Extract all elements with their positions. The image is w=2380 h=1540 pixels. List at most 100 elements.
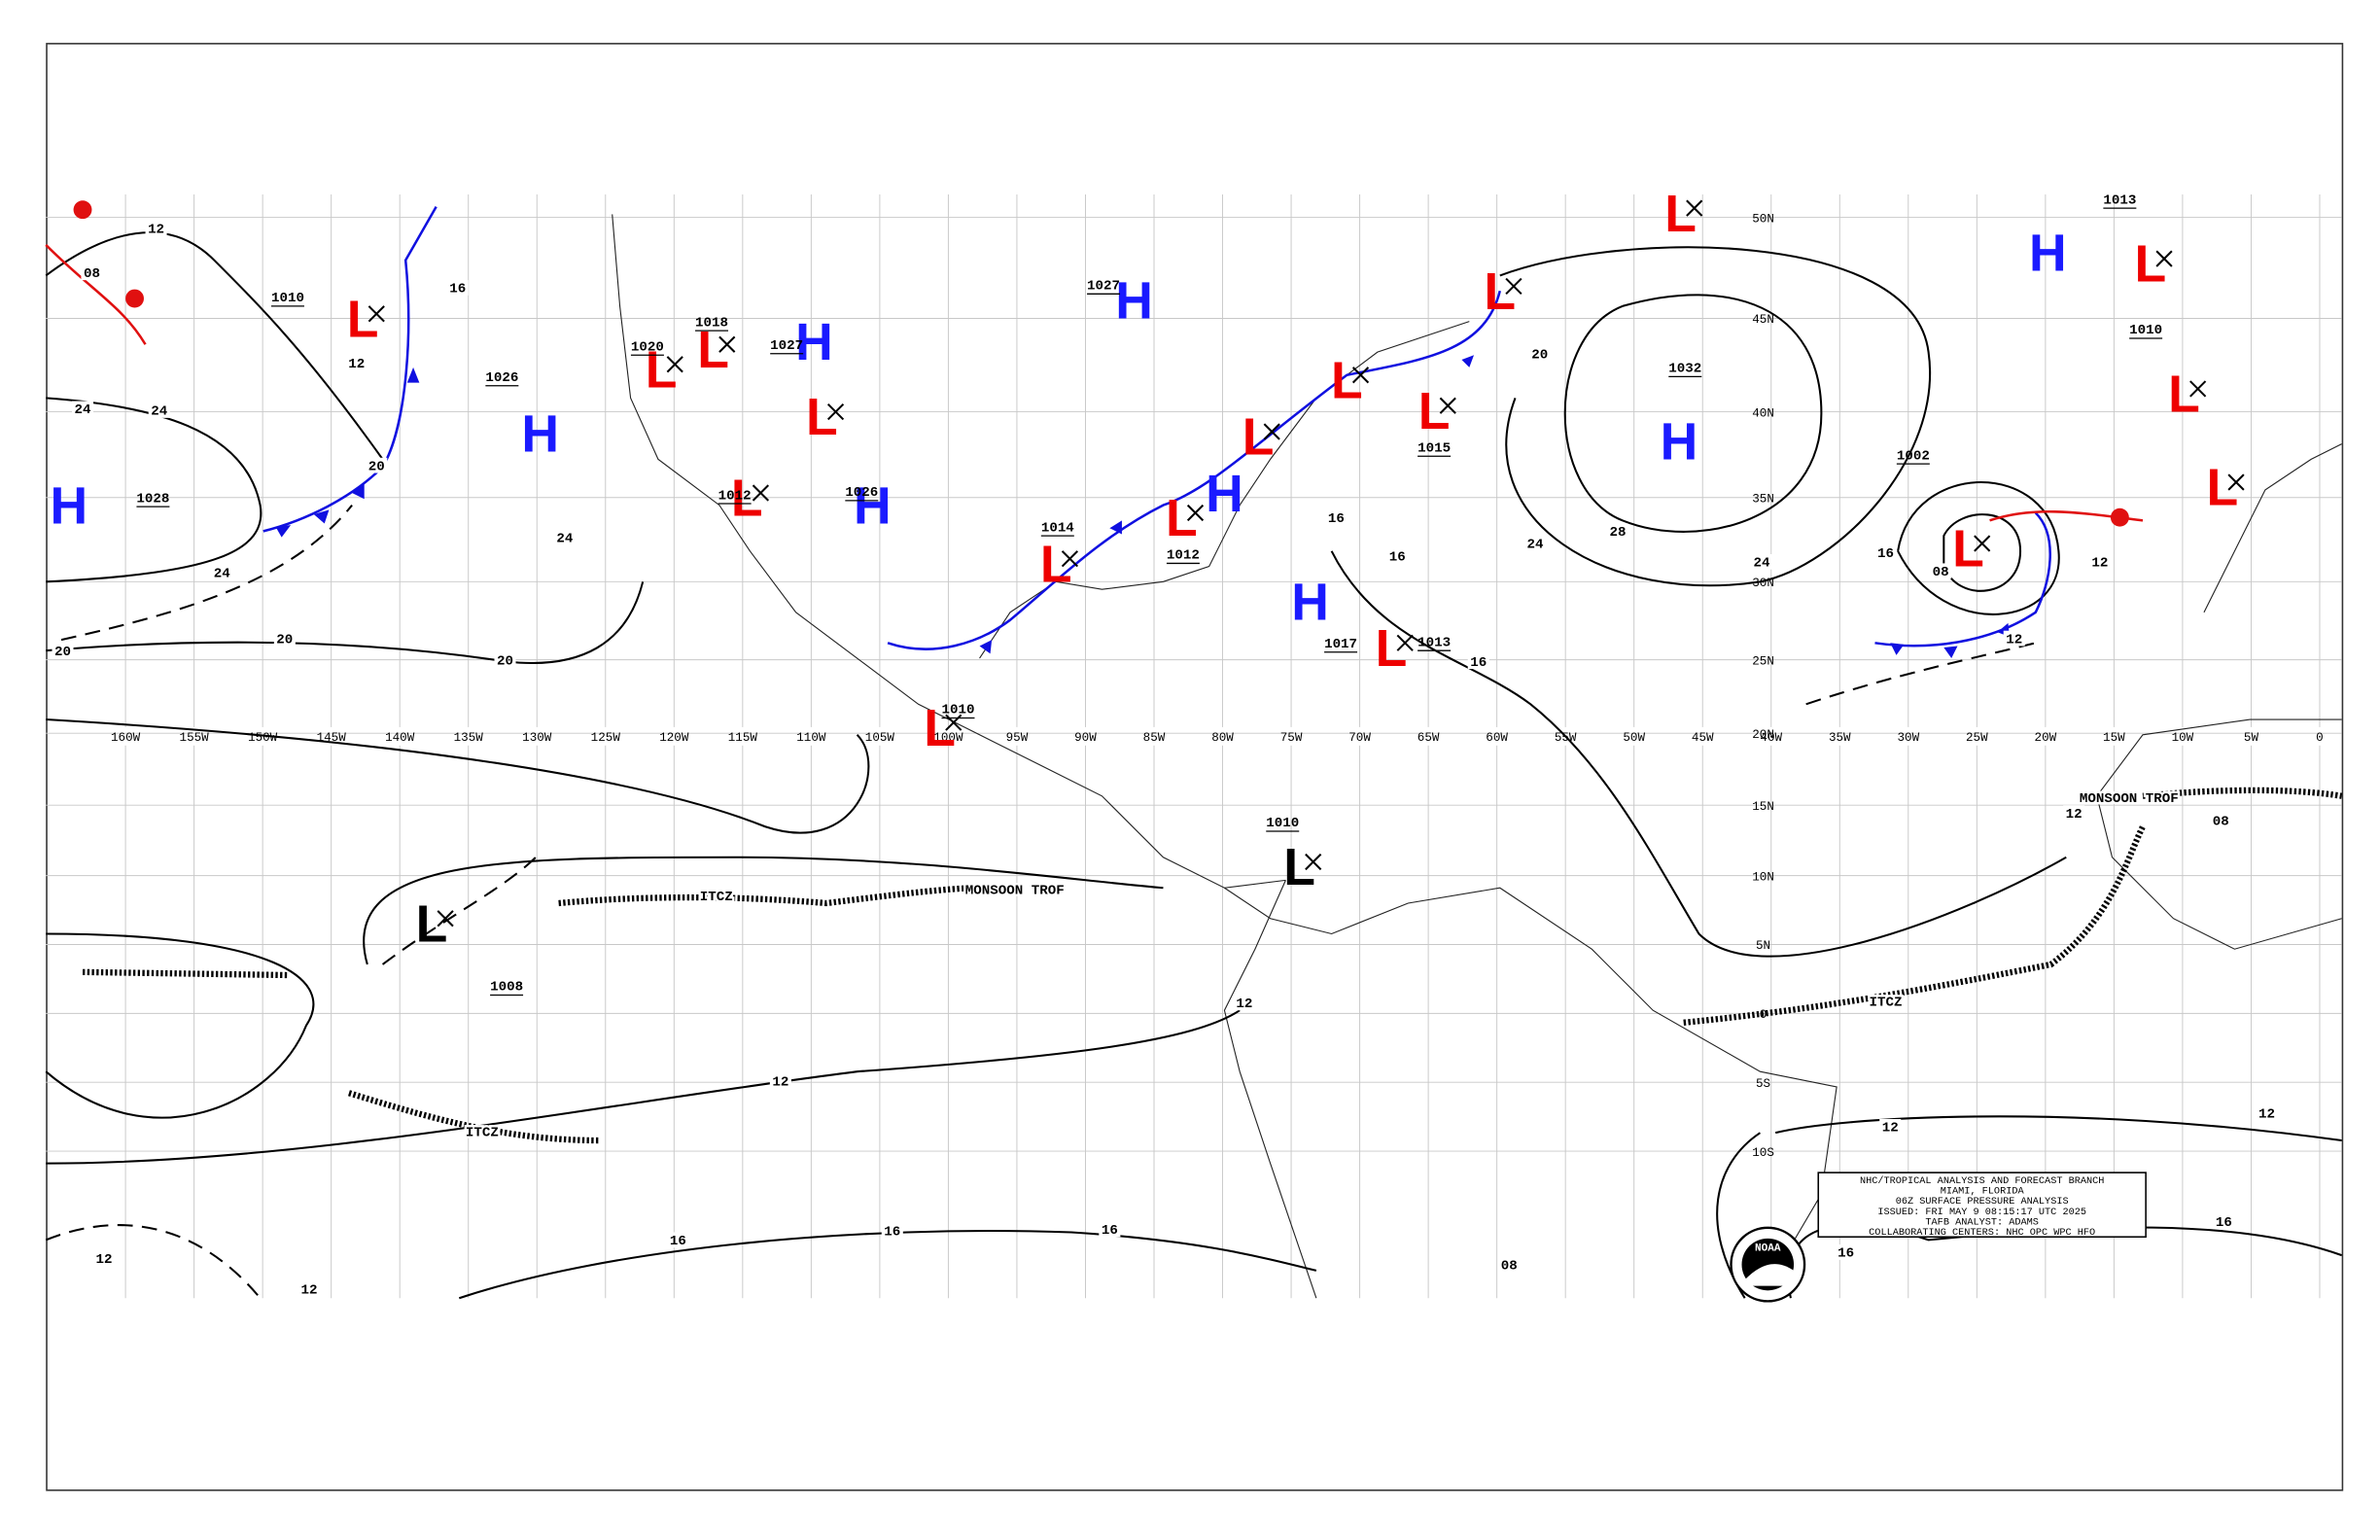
isobar (1499, 246, 1932, 587)
center-pressure: 1010 (942, 703, 975, 718)
isobar-label: 08 (1933, 565, 1949, 580)
troughs (82, 787, 2343, 1144)
latitude-label: 10N (1752, 870, 1774, 884)
title-line: COLLABORATING CENTERS: NHC OPC WPC HFO (1869, 1227, 2095, 1239)
longitude-label: 20W (2035, 731, 2057, 745)
center-symbol: L (347, 291, 379, 348)
isobar-label: 12 (301, 1282, 318, 1298)
itcz-band (1683, 824, 2146, 1026)
isobar-label: 16 (2216, 1215, 2232, 1231)
center-mark (1351, 367, 1370, 384)
center-pressure: 1027 (770, 338, 803, 354)
longitude-label: 135W (454, 731, 484, 745)
isobar-label: 16 (1877, 546, 1894, 562)
isobar-label: 16 (1328, 511, 1345, 527)
center-symbol: H (1661, 413, 1698, 471)
latitude-label: 45N (1752, 313, 1774, 327)
center-mark (437, 910, 454, 928)
longitude-label: 10W (2172, 731, 2194, 745)
lon-label-box (1271, 726, 1312, 746)
isobar-label: 20 (54, 645, 71, 660)
isobar-label: 12 (2091, 556, 2108, 572)
latitude-label: 15N (1752, 800, 1774, 814)
isobar-label-box (1523, 536, 1547, 551)
isobar-label-box (1325, 509, 1348, 526)
center-mark (368, 305, 385, 323)
center-pressure: 1032 (1668, 362, 1701, 377)
latitude-label: 50N (1752, 212, 1774, 226)
longitude-label: 140W (385, 731, 415, 745)
lon-label-box (1340, 726, 1381, 746)
isobar-label: 16 (1470, 655, 1487, 671)
front-symbol (275, 525, 292, 538)
isobar-label-box (1930, 563, 1952, 579)
front-symbol (125, 289, 144, 308)
lon-label-box (2093, 726, 2134, 746)
latitude-label: 5S (1756, 1077, 1770, 1091)
isobar-label-box (1528, 345, 1551, 362)
center-symbol: H (1206, 466, 1243, 523)
lon-label-box (448, 726, 489, 746)
longitude-label: 115W (728, 731, 758, 745)
feature-label: ITCZ (700, 890, 733, 905)
lon-label-box (1888, 726, 1929, 746)
isobar (45, 231, 384, 460)
isobar-label: 20 (276, 632, 293, 648)
monsoon-band (2142, 787, 2343, 799)
center-pressure: 1010 (2129, 323, 2162, 338)
center-pressure: 1010 (271, 291, 304, 306)
isobar (46, 718, 870, 834)
center-symbol: L (416, 895, 448, 953)
isobar-label-box (1835, 1244, 1857, 1260)
isobar-label-box (1498, 1256, 1521, 1273)
lon-label-box (997, 726, 1037, 746)
labels: 160W 155W 150W 145W 140W 135W 130W 125W 120W 115W… (52, 212, 2324, 1298)
isobar-label-box (345, 355, 368, 371)
isobar-label-box (494, 651, 516, 668)
longitude-label: 90W (1074, 731, 1097, 745)
longitude-label: 110W (796, 731, 826, 745)
longitude-label: 50W (1623, 731, 1645, 745)
longitude-label: 120W (659, 731, 689, 745)
isobar-label-box (446, 280, 469, 296)
cold-front (1874, 511, 2051, 648)
isobar (45, 932, 315, 1119)
center-mark (2155, 250, 2173, 267)
isobar-label-box (2210, 813, 2232, 828)
cold-front (887, 290, 1502, 650)
isobar-label: 08 (2213, 815, 2229, 830)
isobar-label-box (52, 643, 74, 659)
lon-label-box (2025, 726, 2066, 746)
isobar-label: 16 (670, 1234, 686, 1249)
lon-label-box (1066, 726, 1105, 746)
isobar-label-box (1099, 1221, 1121, 1238)
front-symbol (313, 509, 330, 524)
isobar-label: 20 (1531, 347, 1548, 363)
trough-dashed (60, 504, 353, 642)
isobar-label: 16 (884, 1225, 900, 1241)
isobar-label-box (2088, 553, 2111, 570)
lon-label-box (2162, 726, 2203, 746)
longitude-label: 95W (1006, 731, 1029, 745)
center-symbol: L (924, 700, 956, 757)
coast-south-america-west (1223, 880, 1317, 1299)
title-box (1817, 1172, 2147, 1239)
longitude-label: 40W (1760, 731, 1782, 745)
center-pressure: 1020 (631, 340, 664, 356)
title-block: NHC/TROPICAL ANALYSIS AND FORECAST BRANC… (1817, 1172, 2147, 1239)
longitude-label: 100W (933, 731, 963, 745)
center-mark (1439, 397, 1456, 414)
isobar-label-box (1467, 653, 1489, 670)
isobar (1774, 1115, 2342, 1142)
isobar (458, 1230, 1317, 1300)
center-symbol: L (1283, 839, 1315, 896)
latitude-label: 30N (1752, 577, 1774, 590)
lon-label-box (1751, 726, 1792, 746)
isobar-label-box (2063, 805, 2085, 821)
center-mark (1396, 634, 1414, 651)
center-mark (2227, 473, 2245, 491)
lon-label-box (174, 726, 215, 746)
isobar-label: 12 (2258, 1106, 2275, 1122)
